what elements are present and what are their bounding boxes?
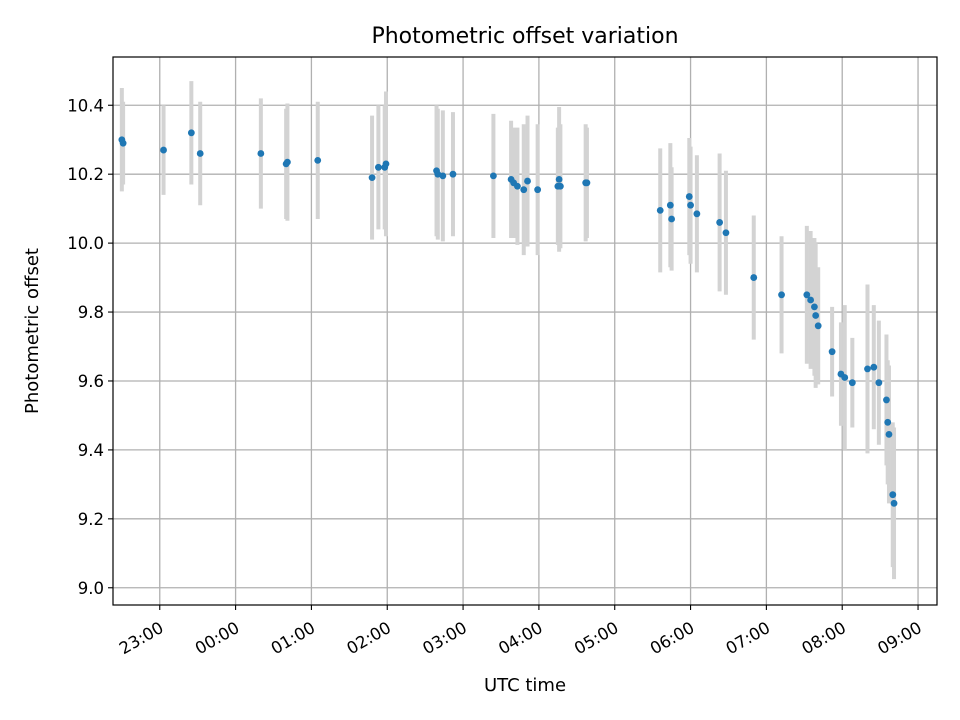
data-point — [864, 365, 871, 373]
data-point — [875, 379, 883, 387]
data-point — [814, 322, 822, 330]
data-point — [668, 215, 676, 223]
y-tick-label: 9.6 — [78, 372, 104, 391]
data-point — [284, 158, 291, 166]
data-point — [812, 312, 820, 319]
y-tick-label: 10.4 — [67, 96, 104, 115]
data-point — [841, 374, 849, 381]
data-point — [119, 139, 127, 147]
data-point — [314, 156, 322, 164]
y-tick-label: 9.0 — [78, 579, 104, 598]
data-point — [750, 274, 758, 281]
data-point — [722, 229, 730, 237]
data-point — [187, 129, 195, 137]
data-point — [687, 201, 694, 209]
data-point — [196, 150, 204, 157]
data-point — [778, 291, 785, 299]
data-point — [556, 182, 564, 190]
y-axis-ticks: 9.0 9.2 9.4 9.6 9.8 10.0 10.2 10.4 — [67, 96, 113, 598]
data-point — [524, 177, 531, 185]
data-point — [382, 160, 390, 168]
y-tick-label: 10.2 — [67, 165, 104, 184]
data-point — [368, 174, 376, 182]
x-axis-label: UTC time — [484, 675, 566, 696]
data-point — [828, 348, 836, 356]
data-point — [583, 179, 591, 187]
data-point — [807, 296, 815, 304]
data-point — [870, 363, 878, 371]
data-point — [555, 175, 563, 183]
data-point — [883, 396, 890, 404]
data-point — [514, 182, 521, 190]
data-point — [439, 172, 447, 180]
plot-frame — [112, 56, 938, 606]
data-point — [374, 163, 382, 171]
y-tick-label: 9.2 — [78, 510, 104, 529]
data-point — [534, 186, 542, 194]
data-point — [890, 499, 898, 507]
data-point — [803, 291, 811, 299]
data-point — [490, 172, 497, 180]
data-point — [693, 210, 701, 218]
y-axis-label: Photometric offset — [22, 248, 43, 414]
data-point — [885, 430, 893, 438]
data-point — [685, 193, 693, 200]
data-point — [889, 491, 897, 499]
y-tick-label: 9.4 — [78, 441, 104, 460]
data-point — [520, 186, 528, 194]
data-point — [666, 201, 674, 209]
data-point — [716, 219, 724, 226]
data-point — [656, 206, 664, 214]
data-point — [160, 146, 167, 154]
data-point — [449, 170, 457, 178]
chart-title: Photometric offset variation — [371, 24, 678, 49]
data-point — [257, 150, 265, 157]
y-tick-label: 9.8 — [78, 303, 104, 322]
y-tick-label: 10.0 — [67, 234, 104, 253]
data-point — [811, 303, 818, 311]
data-point — [884, 418, 892, 426]
data-points — [118, 129, 898, 507]
data-point — [848, 379, 856, 387]
